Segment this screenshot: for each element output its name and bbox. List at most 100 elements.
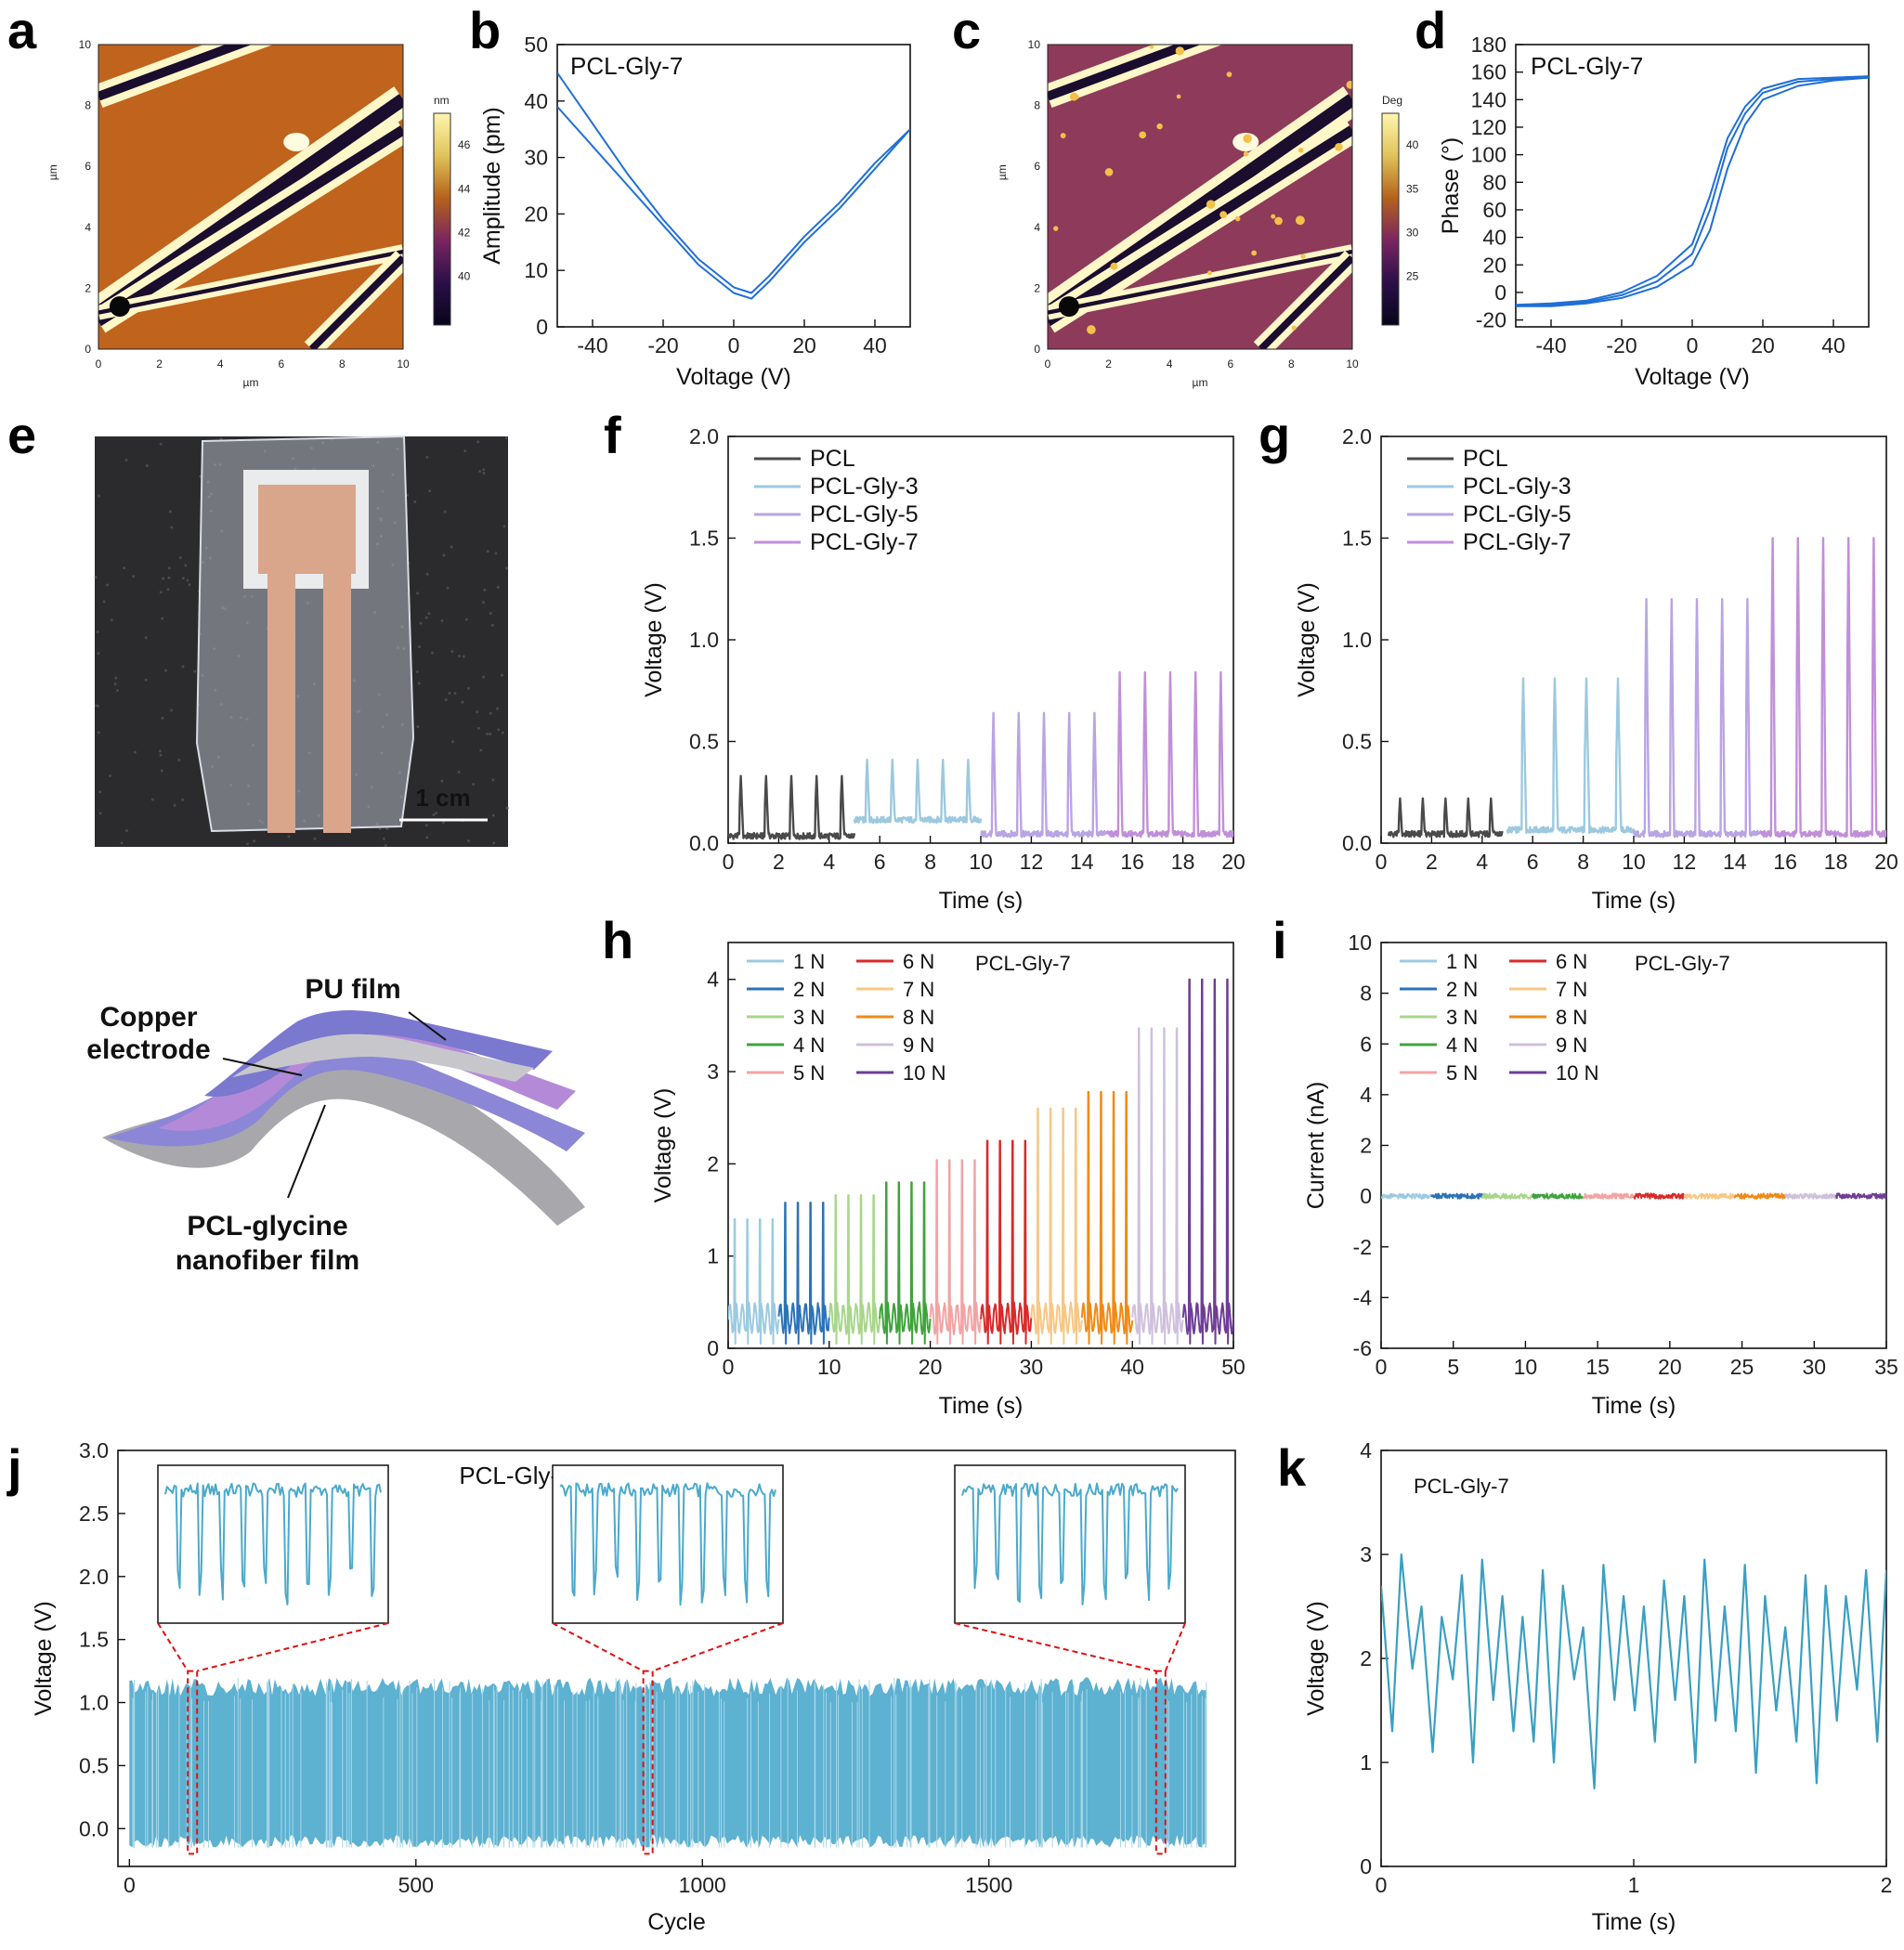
photo-texture-dot	[416, 592, 420, 595]
photo-texture-dot	[427, 612, 431, 616]
series-h-1N	[728, 1218, 780, 1345]
afm-x-tick: 8	[339, 358, 346, 370]
photo-texture-dot	[491, 778, 495, 782]
photo-texture-dot	[476, 440, 480, 444]
top-pu-film	[232, 1034, 534, 1082]
plot-frame	[727, 436, 1234, 844]
plot-frame	[556, 44, 911, 328]
arrow-copper	[222, 1058, 303, 1076]
afm-fibers	[1048, 45, 1352, 349]
x-tick-label: 20	[919, 1355, 943, 1379]
photo-texture-dot	[443, 510, 447, 514]
photo-texture-dot	[97, 652, 100, 656]
series-i-6N	[1633, 1192, 1686, 1200]
photo-texture-dot	[461, 700, 464, 704]
x-tick-label: 40	[863, 333, 887, 358]
photo-texture-dot	[442, 821, 446, 825]
panel-k-title: PCL-Gly-7	[1414, 1475, 1509, 1498]
photo-texture-dot	[501, 731, 504, 734]
y-tick-label: 2	[1360, 1646, 1372, 1670]
photo-texture-dot	[442, 553, 446, 557]
photo-texture-dot	[450, 545, 453, 549]
x-tick-label: 20	[1751, 333, 1775, 358]
zoom-line-left	[954, 1622, 1157, 1672]
photo-texture-dot	[145, 464, 149, 468]
y-tick-label: 180	[1471, 32, 1506, 57]
afm-dot	[1300, 254, 1306, 259]
legend-entry: 8 N	[1556, 1006, 1587, 1029]
arrow-nanofiber	[287, 1104, 326, 1199]
series-g-PCL-Gly-5	[1633, 598, 1762, 838]
y-tick-label: 0	[1360, 1854, 1372, 1878]
photo-texture-dot	[120, 841, 124, 845]
x-tick-label: 0	[1376, 1873, 1388, 1897]
photo-texture-dot	[478, 470, 482, 474]
label-nanofiber-film: nanofiber film	[176, 1245, 359, 1276]
afm-dot	[1139, 131, 1147, 139]
x-tick-label: 40	[1821, 333, 1845, 358]
photo-texture-dot	[167, 566, 171, 570]
panel-h-axes: 0 10 20 30 40 50 0 1 2 3 4 Time (s) Voltage (V) PCL-G…	[650, 942, 1245, 1419]
legend-entry: PCL-Gly-3	[810, 474, 919, 500]
fiber-core	[308, 254, 403, 349]
series-h-6N	[980, 1139, 1033, 1345]
photo-texture-dot	[98, 790, 102, 794]
x-tick-label: 0	[728, 333, 740, 358]
afm-y-tick: 0	[85, 343, 91, 356]
y-axis-label: Voltage (V)	[650, 1088, 676, 1203]
y-axis-label: Voltage (V)	[1294, 582, 1320, 697]
photo-e: 1 cm	[94, 435, 509, 848]
y-tick-label: -20	[1476, 308, 1506, 332]
inset-trace	[559, 1482, 776, 1606]
panel-h-title: PCL-Gly-7	[975, 952, 1071, 975]
y-tick-label: 0.5	[79, 1753, 109, 1777]
series-b-forward	[557, 72, 910, 294]
photo-texture-dot	[457, 655, 461, 658]
panel-letter-f: f	[604, 406, 621, 464]
x-tick-label: 0	[1376, 1355, 1388, 1379]
photo-texture-dot	[188, 583, 191, 587]
afm-y-tick: 10	[1028, 38, 1041, 51]
x-tick-label: 40	[1120, 1355, 1144, 1379]
photo-texture-dot	[432, 812, 436, 816]
photo-texture-dot	[440, 779, 444, 783]
series-d-loop2	[1516, 76, 1869, 307]
photo-texture-dot	[492, 841, 496, 845]
photo-texture-dot	[113, 682, 117, 686]
series-b-reverse	[557, 106, 910, 300]
photo-texture-dot	[382, 837, 385, 840]
afm-dot	[1053, 226, 1059, 231]
photo-texture-dot	[413, 500, 417, 504]
series-f-PCL-Gly-7	[1105, 670, 1233, 838]
photo-texture-dot	[418, 645, 422, 649]
afm-dot	[1234, 215, 1241, 222]
photo-texture-dot	[444, 698, 448, 702]
y-tick-label: 2	[1360, 1134, 1372, 1158]
photo-texture-dot	[97, 704, 100, 708]
fiber-core	[1048, 249, 1352, 315]
afm-dot	[1060, 133, 1066, 138]
afm-bright-particle	[283, 132, 310, 151]
afm-x-tick: 2	[1105, 358, 1112, 370]
colorbar-tick: 46	[458, 138, 471, 151]
fiber-core	[1048, 45, 1201, 101]
afm-dot	[1207, 270, 1212, 276]
afm-x-unit: µm	[1193, 376, 1208, 389]
plot-frame	[1380, 942, 1887, 1349]
plot-area	[1516, 75, 1869, 307]
y-tick-label: 1.0	[79, 1691, 109, 1715]
y-tick-label: 0.0	[689, 831, 719, 855]
afm-x-tick: 4	[1167, 358, 1173, 370]
photo-texture-dot	[132, 575, 136, 578]
series-d-loop1	[1516, 76, 1869, 307]
photo-texture-dot	[170, 526, 174, 529]
series-i-3N	[1480, 1192, 1534, 1200]
afm-image-a: 00 2 2 4 4 6 6 8 8 10 10 µm µm	[46, 38, 410, 389]
y-tick-label: 6	[1360, 1032, 1372, 1056]
photo-texture-dot	[193, 670, 197, 673]
colorbar-tick: 25	[1406, 270, 1419, 283]
y-axis-label: Phase (°)	[1438, 137, 1464, 234]
panel-j-axes: 0 500 1000 1500 0.0 0.5 1.0 1.5 2.0 2.5 3.0 Cycle Vo…	[31, 1438, 1236, 1935]
photo-texture-dot	[98, 494, 101, 498]
